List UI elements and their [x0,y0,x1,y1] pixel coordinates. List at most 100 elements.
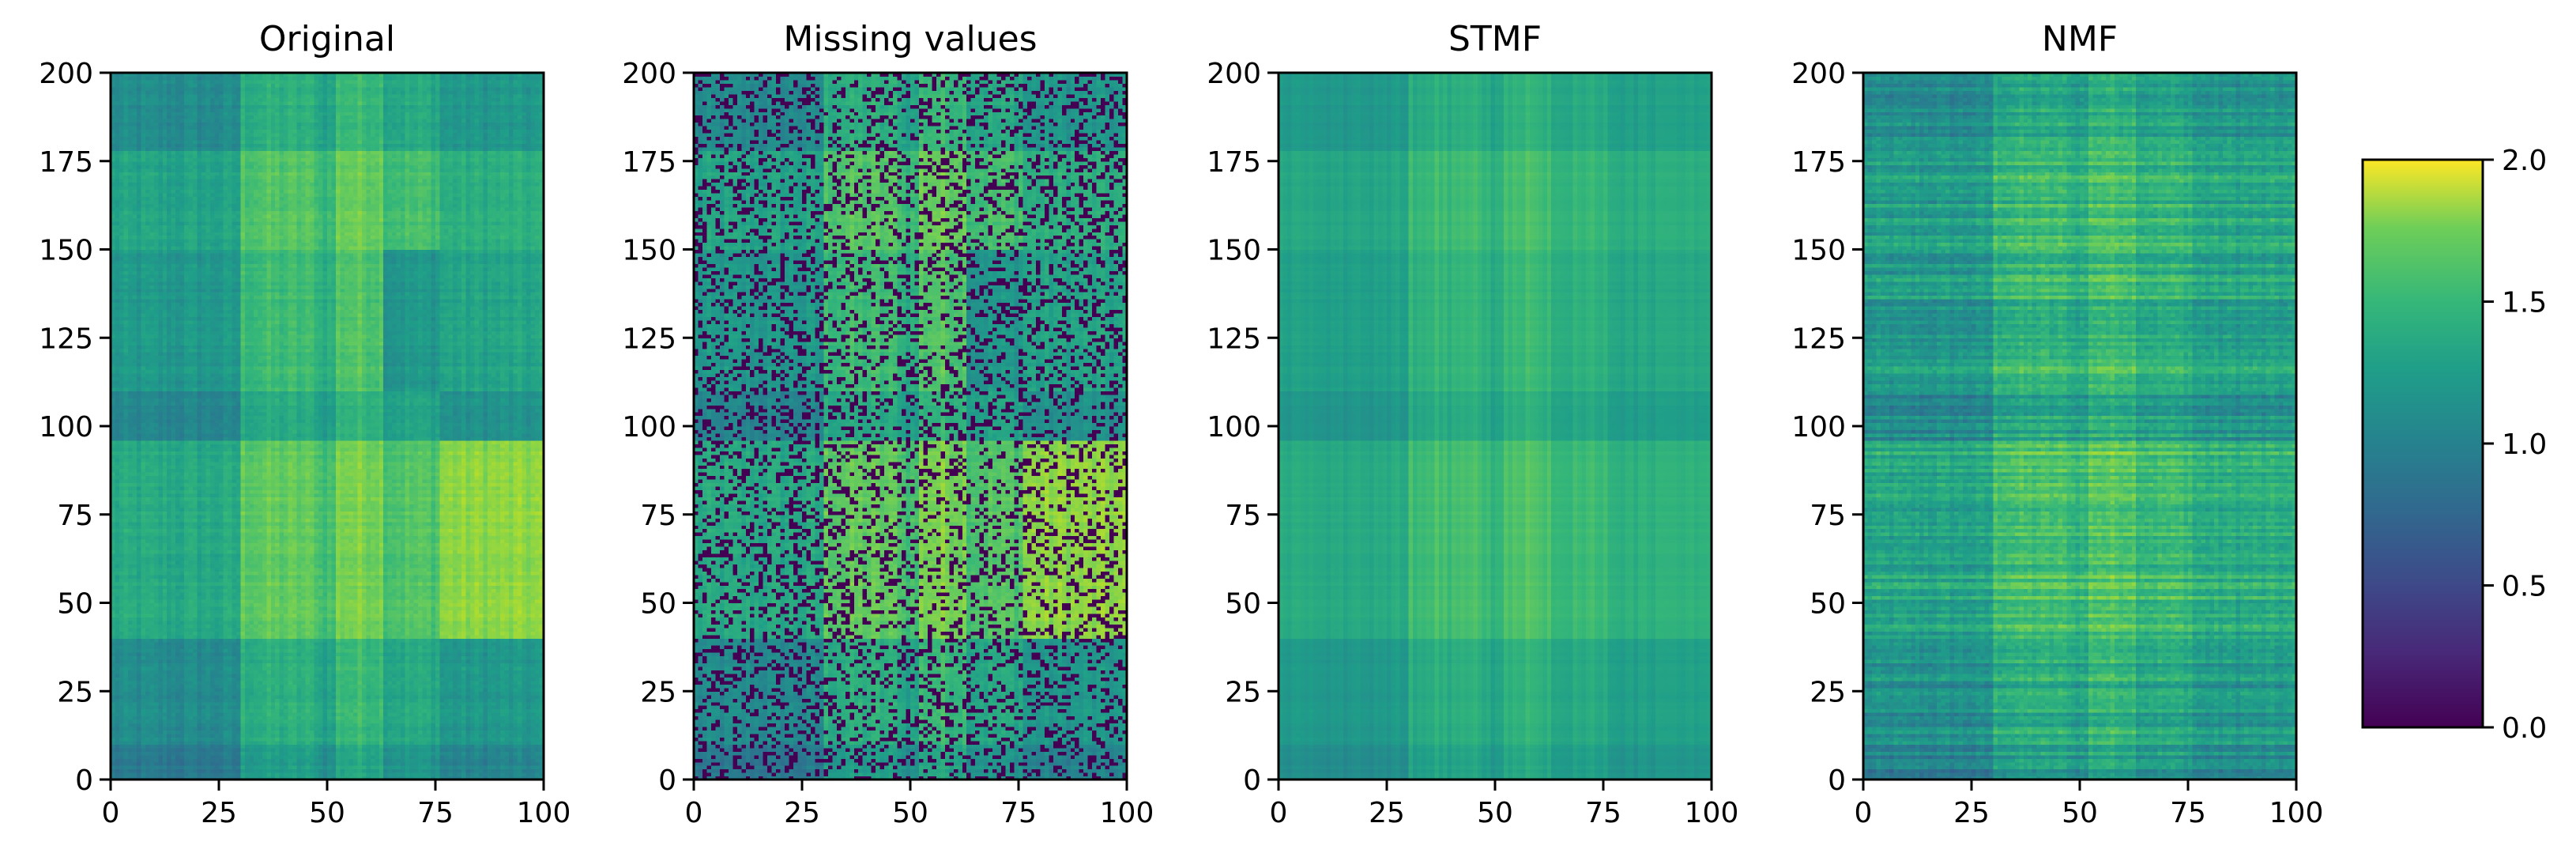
heatmap-cell [314,734,319,738]
heatmap-cell [336,765,341,769]
heatmap-cell [388,730,393,734]
heatmap-cell [223,769,228,773]
heatmap-cell [379,755,384,759]
heatmap-cell [149,751,154,755]
heatmap-cell [479,734,484,738]
heatmap-cell [348,744,353,748]
heatmap-cell [401,765,405,769]
heatmap-cell [431,748,436,752]
heatmap-cell [210,758,215,762]
heatmap-cell [223,744,228,748]
heatmap-cell [292,741,297,745]
heatmap-cell [405,741,410,745]
heatmap-cell [240,772,245,776]
heatmap-cell [137,762,141,766]
heatmap-cell [167,737,171,741]
heatmap-cell [509,734,514,738]
heatmap-cell [491,751,496,755]
heatmap-cell [444,741,449,745]
heatmap-cell [526,769,531,773]
heatmap-cell [184,765,189,769]
heatmap-cell [171,765,176,769]
heatmap-cell [392,751,397,755]
heatmap-cell [198,737,202,741]
heatmap-cell [483,772,488,776]
heatmap-cell [132,758,137,762]
panel-1: Original0 25 50 75 1000255075100125150175200 [39,19,571,829]
heatmap-cell [500,772,505,776]
heatmap-cell [236,758,241,762]
heatmap-cell [201,772,206,776]
heatmap-cell [327,762,332,766]
heatmap-cell [201,765,206,769]
heatmap-cell [496,741,501,745]
heatmap-cell [427,755,431,759]
heatmap-cell [340,741,345,745]
heatmap-cell [470,765,475,769]
heatmap-cell [479,758,484,762]
heatmap-cell [301,762,306,766]
heatmap-cell [310,748,314,752]
heatmap-cell [163,734,168,738]
heatmap-cell [297,755,302,759]
heatmap-cell [348,734,353,738]
heatmap-cell [531,772,536,776]
heatmap-cell [531,755,536,759]
heatmap-cell [180,744,185,748]
heatmap-cell [280,758,284,762]
heatmap-cell [280,737,284,741]
heatmap-cell [479,744,484,748]
heatmap-cell [439,730,444,734]
heatmap-cell [232,762,236,766]
heatmap-cell [514,741,518,745]
heatmap-cell [306,762,311,766]
heatmap-cell [457,755,461,759]
heatmap-cell [189,769,194,773]
heatmap-cell [357,741,362,745]
heatmap-cell [388,744,393,748]
heatmap-cell [353,765,358,769]
heatmap-cell [522,772,527,776]
heatmap-cell [331,730,336,734]
heatmap-cell [132,772,137,776]
heatmap-cell [431,734,436,738]
heatmap-cell [275,737,280,741]
heatmap-cell [331,751,336,755]
heatmap-cell [522,762,527,766]
heatmap-cell [383,737,388,741]
heatmap-cell [271,748,276,752]
heatmap-cell [232,755,236,759]
heatmap-cell [522,748,527,752]
heatmap-cell [258,751,262,755]
heatmap-cell [405,765,410,769]
heatmap-cell [331,772,336,776]
heatmap-cell [461,762,466,766]
heatmap-cell [379,730,384,734]
heatmap-cell [145,758,150,762]
heatmap-cell [128,741,133,745]
heatmap-cell [280,748,284,752]
heatmap-cell [223,755,228,759]
heatmap-cell [210,737,215,741]
heatmap-cell [215,751,220,755]
heatmap-cell [141,755,145,759]
heatmap-cell [154,755,159,759]
heatmap-cell [418,765,423,769]
heatmap-cell [201,758,206,762]
heatmap-cell [474,765,479,769]
heatmap-cell [275,755,280,759]
heatmap-cell [201,755,206,759]
heatmap-cell [266,755,271,759]
heatmap-cell [357,762,362,766]
heatmap-cell [435,734,440,738]
heatmap-cell [366,769,371,773]
heatmap-cell [427,748,431,752]
heatmap-cell [180,748,185,752]
heatmap-cell [366,744,371,748]
heatmap-cell [371,744,375,748]
heatmap-cell [119,772,124,776]
heatmap-cell [514,758,518,762]
heatmap-cell [388,758,393,762]
heatmap-cell [167,769,171,773]
heatmap-cell [366,748,371,752]
